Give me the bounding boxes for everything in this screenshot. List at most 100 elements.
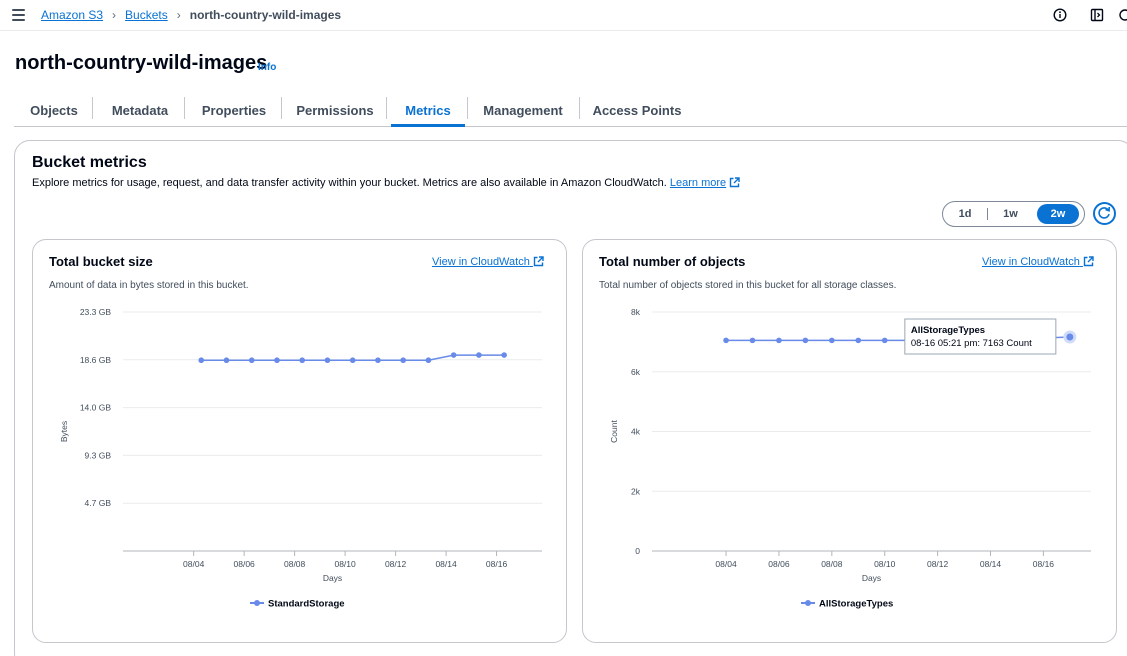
bucket-metrics-panel: Bucket metrics Explore metrics for usage… [14, 140, 1127, 656]
data-point [450, 352, 457, 358]
data-point [324, 357, 331, 364]
legend-label: AllStorageTypes [819, 599, 893, 610]
breadcrumb: Amazon S3 › Buckets › north-country-wild… [41, 8, 341, 22]
info-circle-icon[interactable] [1053, 8, 1067, 22]
total-objects-card: Total number of objects View in CloudWat… [582, 239, 1117, 643]
card-title: Total bucket size [49, 254, 153, 269]
info-link[interactable]: Info [258, 62, 277, 73]
panel-icon[interactable] [1090, 8, 1104, 22]
bucket-size-chart: 4.7 GB 9.3 GB 14.0 GB 18.6 GB 23.3 GB 08/04 08… [59, 307, 542, 610]
y-axis-label: Bytes [59, 421, 69, 442]
x-tick-label: 08/12 [927, 559, 949, 569]
x-tick-label: 08/16 [486, 559, 508, 569]
legend-swatch-dot [805, 600, 811, 606]
y-tick-label: 23.3 GB [80, 307, 112, 317]
data-point [776, 337, 782, 344]
tab-divider [92, 97, 93, 119]
data-point [400, 357, 406, 364]
y-tick-label: 4.7 GB [85, 498, 112, 508]
metrics-description: Explore metrics for usage, request, and … [32, 177, 740, 189]
x-axis-label: Days [862, 573, 881, 583]
data-point [425, 357, 432, 364]
y-tick-label: 14.0 GB [80, 403, 112, 413]
metrics-title: Bucket metrics [32, 154, 147, 171]
tab-divider [281, 97, 282, 119]
x-tick-label: 08/06 [234, 559, 256, 569]
legend-swatch-dot [254, 600, 260, 606]
data-point [829, 337, 835, 344]
external-link-icon [533, 256, 544, 267]
data-point [223, 357, 230, 364]
breadcrumb-current: north-country-wild-images [189, 8, 342, 22]
tab-bar: Objects Metadata Properties Permissions … [14, 94, 1127, 127]
refresh-icon [1098, 206, 1111, 219]
tab-metadata[interactable]: Metadata [111, 102, 169, 118]
tab-management[interactable]: Management [483, 102, 563, 118]
data-point [881, 337, 888, 344]
metrics-description-text: Explore metrics for usage, request, and … [32, 177, 667, 189]
y-tick-label: 4k [631, 427, 641, 437]
data-point [749, 337, 756, 344]
card-description: Total number of objects stored in this b… [599, 280, 897, 291]
tab-properties[interactable]: Properties [201, 102, 267, 118]
view-in-cloudwatch-link[interactable]: View in CloudWatch [432, 256, 544, 268]
tab-divider [184, 97, 185, 119]
tab-divider [579, 97, 580, 119]
x-tick-label: 08/06 [768, 559, 790, 569]
menu-icon[interactable] [12, 9, 25, 21]
x-axis-label: Days [323, 573, 342, 583]
data-point [248, 357, 255, 364]
breadcrumb-amazon-s3[interactable]: Amazon S3 [41, 8, 104, 22]
data-point [274, 357, 280, 364]
refresh-button[interactable] [1093, 202, 1116, 225]
external-link-icon [1083, 256, 1094, 267]
tab-objects[interactable]: Objects [30, 102, 78, 118]
tooltip-series-name: AllStorageTypes [911, 325, 985, 336]
page-title: north-country-wild-images [15, 52, 268, 74]
x-tick-label: 08/14 [980, 559, 1002, 569]
range-1w-button[interactable]: 1w [1003, 208, 1018, 220]
x-tick-label: 08/16 [1033, 559, 1055, 569]
x-tick-label: 08/08 [821, 559, 843, 569]
data-point [299, 357, 306, 364]
card-title: Total number of objects [599, 254, 746, 269]
x-tick-label: 08/12 [385, 559, 407, 569]
settings-icon[interactable] [1118, 8, 1127, 22]
x-tick-label: 08/04 [715, 559, 737, 569]
y-axis-label: Count [609, 420, 619, 443]
data-point [855, 337, 862, 344]
data-point [476, 352, 482, 358]
data-point [198, 357, 205, 364]
card-description: Amount of data in bytes stored in this b… [49, 280, 249, 291]
tab-divider [467, 97, 468, 119]
data-point [349, 357, 356, 364]
top-navigation: Amazon S3 › Buckets › north-country-wild… [0, 0, 1127, 31]
view-in-cloudwatch-link[interactable]: View in CloudWatch [982, 256, 1094, 268]
y-tick-label: 2k [631, 486, 641, 496]
range-1d-button[interactable]: 1d [958, 208, 972, 220]
range-2w-button[interactable]: 2w [1037, 204, 1079, 224]
total-bucket-size-card: Total bucket size View in CloudWatch Amo… [32, 239, 567, 643]
data-point [723, 337, 729, 344]
x-tick-label: 08/10 [334, 559, 356, 569]
data-point [802, 337, 809, 344]
tab-metrics[interactable]: Metrics [391, 94, 465, 127]
legend-label: StandardStorage [268, 599, 345, 610]
time-range-selector: 1d 1w 2w [942, 201, 1085, 227]
tooltip-value: 08-16 05:21 pm: 7163 Count [911, 338, 1032, 349]
learn-more-link[interactable]: Learn more [669, 177, 727, 189]
x-tick-label: 08/14 [435, 559, 457, 569]
tab-permissions[interactable]: Permissions [296, 102, 374, 118]
y-tick-label: 9.3 GB [85, 450, 112, 460]
data-point [501, 352, 507, 358]
view-in-cloudwatch-label: View in CloudWatch [982, 256, 1080, 268]
segment-divider [987, 208, 988, 220]
object-count-chart: 0 2k 4k 6k 8k 08/04 08/06 08/08 08/10 08/12 08/14 0… [609, 307, 1091, 610]
breadcrumb-buckets[interactable]: Buckets [125, 8, 168, 22]
tab-access-points[interactable]: Access Points [592, 102, 682, 118]
view-in-cloudwatch-label: View in CloudWatch [432, 256, 530, 268]
x-tick-label: 08/04 [183, 559, 205, 569]
y-tick-label: 8k [631, 307, 641, 317]
y-tick-label: 6k [631, 367, 641, 377]
y-tick-label: 18.6 GB [80, 355, 112, 365]
